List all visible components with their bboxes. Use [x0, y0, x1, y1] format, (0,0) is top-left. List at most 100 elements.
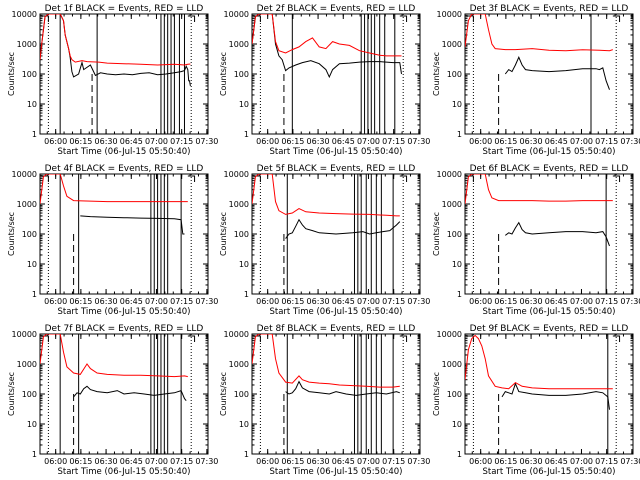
- plot-frame: [251, 333, 421, 455]
- x-tick-label: 06:15: [69, 297, 92, 306]
- panel-title: Det 8f BLACK = Events, RED = LLD: [257, 324, 416, 334]
- lld-series: [40, 334, 188, 378]
- x-tick-label: 06:45: [120, 457, 143, 466]
- lld-series: [252, 14, 402, 57]
- y-tick-label: 1000: [17, 200, 37, 209]
- y-tick-label: 100: [234, 70, 249, 79]
- y-axis-label: Counts/sec: [7, 212, 16, 256]
- chart-panel-5: Det 5f BLACK = Events, RED = LLD 1 10 100 10…: [219, 164, 430, 317]
- chart-panel-1: Det 1f BLACK = Events, RED = LLD 1 10 100 10…: [7, 4, 218, 157]
- chart-panel-9: Det 9f BLACK = Events, RED = LLD 1 10 100 10…: [432, 324, 640, 477]
- y-tick-label: 10: [27, 420, 37, 429]
- lld-series: [40, 14, 191, 66]
- y-tick-label: 1: [244, 130, 249, 139]
- x-tick-label: 07:15: [595, 457, 618, 466]
- x-tick-label: 07:30: [407, 297, 430, 306]
- x-tick-label: 06:45: [332, 297, 355, 306]
- x-tick-label: 07:00: [570, 297, 593, 306]
- x-axis-label: Start Time (06-Jul-15 05:50:40): [270, 147, 403, 157]
- y-axis-label: Counts/sec: [432, 52, 441, 96]
- x-tick-label: 07:00: [145, 457, 168, 466]
- lld-series: [465, 334, 613, 390]
- chart-panel-4: Det 4f BLACK = Events, RED = LLD 1 10 100 10…: [7, 164, 218, 317]
- events-series: [504, 56, 610, 90]
- x-tick-label: 06:15: [494, 457, 517, 466]
- y-axis-label: Counts/sec: [432, 372, 441, 416]
- chart-panel-3: Det 3f BLACK = Events, RED = LLD 1 10 100 10…: [432, 4, 640, 157]
- x-tick-label: 06:30: [307, 297, 330, 306]
- x-tick-label: 06:15: [69, 137, 92, 146]
- x-tick-label: 06:45: [120, 297, 143, 306]
- y-tick-label: 1: [457, 130, 462, 139]
- events-series: [285, 218, 401, 239]
- x-tick-label: 06:30: [520, 137, 543, 146]
- y-tick-label: 10: [452, 260, 462, 269]
- corner-bracket: [399, 335, 408, 342]
- x-tick-label: 07:30: [195, 137, 218, 146]
- x-tick-label: 06:45: [332, 137, 355, 146]
- corner-bracket: [612, 175, 621, 182]
- y-tick-label: 10: [27, 100, 37, 109]
- y-tick-label: 10000: [12, 330, 37, 339]
- x-axis-label: Start Time (06-Jul-15 05:50:40): [58, 147, 191, 157]
- x-axis-label: Start Time (06-Jul-15 05:50:40): [483, 467, 616, 477]
- y-axis-label: Counts/sec: [219, 372, 228, 416]
- y-tick-label: 100: [447, 70, 462, 79]
- x-tick-label: 06:00: [469, 137, 492, 146]
- events-series: [285, 380, 400, 396]
- x-tick-label: 07:00: [357, 137, 380, 146]
- y-tick-label: 10: [239, 260, 249, 269]
- x-axis-label: Start Time (06-Jul-15 05:50:40): [270, 467, 403, 477]
- corner-bracket: [466, 335, 474, 342]
- x-tick-label: 06:00: [44, 137, 67, 146]
- x-tick-label: 07:30: [620, 457, 640, 466]
- y-tick-label: 10000: [437, 10, 462, 19]
- chart-panel-7: Det 7f BLACK = Events, RED = LLD 1 10 100 10…: [7, 324, 218, 477]
- y-tick-label: 10: [27, 260, 37, 269]
- y-tick-label: 100: [22, 390, 37, 399]
- y-tick-label: 10: [239, 420, 249, 429]
- panel-title: Det 9f BLACK = Events, RED = LLD: [470, 324, 629, 334]
- y-tick-label: 1000: [229, 200, 249, 209]
- events-series: [504, 221, 610, 247]
- x-tick-label: 07:30: [407, 137, 430, 146]
- panel-title: Det 1f BLACK = Events, RED = LLD: [45, 4, 204, 14]
- x-tick-label: 06:30: [95, 297, 118, 306]
- x-axis-label: Start Time (06-Jul-15 05:50:40): [483, 147, 616, 157]
- x-tick-label: 07:30: [195, 297, 218, 306]
- panel-title: Det 2f BLACK = Events, RED = LLD: [257, 4, 416, 14]
- y-tick-label: 1000: [442, 200, 462, 209]
- x-tick-label: 06:00: [44, 297, 67, 306]
- panel-title: Det 3f BLACK = Events, RED = LLD: [470, 4, 629, 14]
- x-axis-label: Start Time (06-Jul-15 05:50:40): [58, 467, 191, 477]
- corner-bracket: [466, 15, 474, 22]
- x-tick-label: 06:15: [281, 137, 304, 146]
- y-tick-label: 10000: [12, 170, 37, 179]
- panel-title: Det 5f BLACK = Events, RED = LLD: [257, 164, 416, 174]
- y-tick-label: 10000: [437, 170, 462, 179]
- x-tick-label: 07:15: [595, 137, 618, 146]
- y-tick-label: 10: [452, 420, 462, 429]
- y-tick-label: 100: [234, 230, 249, 239]
- x-tick-label: 07:15: [170, 457, 193, 466]
- corner-bracket: [187, 175, 196, 182]
- x-tick-label: 06:30: [307, 137, 330, 146]
- x-tick-label: 06:45: [545, 457, 568, 466]
- y-axis-label: Counts/sec: [7, 52, 16, 96]
- plot-frame: [464, 173, 634, 295]
- x-tick-label: 07:15: [170, 297, 193, 306]
- x-tick-label: 06:45: [545, 297, 568, 306]
- x-tick-label: 06:30: [95, 137, 118, 146]
- y-tick-label: 10: [239, 100, 249, 109]
- x-tick-label: 06:15: [281, 297, 304, 306]
- y-tick-label: 1000: [442, 360, 462, 369]
- y-tick-label: 1: [244, 450, 249, 459]
- y-axis-label: Counts/sec: [219, 52, 228, 96]
- panel-title: Det 4f BLACK = Events, RED = LLD: [45, 164, 204, 174]
- x-tick-label: 06:00: [256, 137, 279, 146]
- x-tick-label: 06:15: [494, 137, 517, 146]
- x-tick-label: 07:15: [595, 297, 618, 306]
- events-series: [252, 14, 402, 79]
- x-tick-label: 06:00: [469, 457, 492, 466]
- x-tick-label: 07:30: [407, 457, 430, 466]
